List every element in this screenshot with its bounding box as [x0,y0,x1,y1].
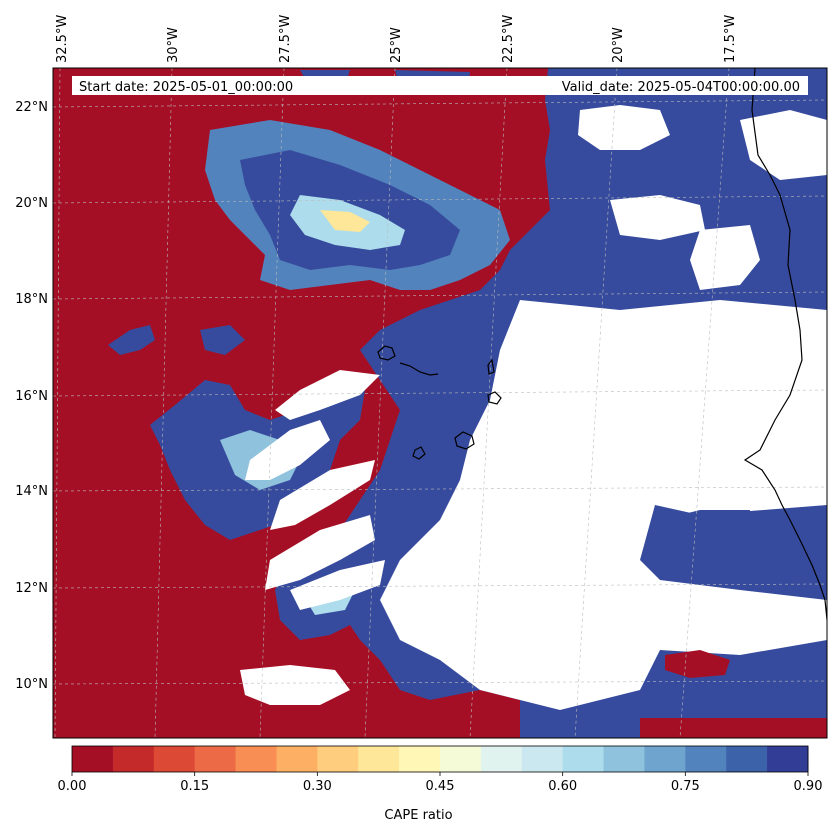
coastline [377,68,827,621]
cape-verde-island-3 [454,431,475,450]
lat-label: 14°N [15,484,48,499]
cape-band-south-red [640,718,827,738]
cape-verde-island-4 [412,446,426,460]
colorbar-segment [112,746,155,772]
colorbar-tick-label: 0.90 [794,779,823,794]
lon-label: 27.5°W [278,15,293,63]
lat-label: 18°N [15,292,48,307]
colorbar-title: CAPE ratio [384,808,453,823]
colorbar-segment [399,746,441,772]
map-plot-area [53,68,827,738]
cape-verde-island-2 [487,391,502,405]
colorbar-tick-label: 0.30 [303,779,332,794]
nodata-ne-patch-2 [610,195,705,240]
colorbar-segment [153,746,196,772]
nodata-ne-patch-3 [690,225,760,290]
colorbar-tick-label: 0.60 [548,779,577,794]
colorbar-segment [194,746,237,772]
lon-label: 25°W [389,27,404,63]
colorbar-tick-label: 0.75 [671,779,700,794]
cape-patch-se-blue [660,510,750,580]
colorbar-segment [603,746,645,772]
colorbar-segment [440,746,482,772]
colorbar-segment [685,746,727,772]
colorbar-segment [480,746,523,772]
date-info-box: Start date: 2025-05-01_00:00:00 Valid_da… [72,76,808,95]
lon-label: 32.5°W [55,15,70,63]
colorbar-segment [358,746,400,772]
colorbar-segment [317,746,359,772]
colorbar-segment [767,746,809,772]
colorbar-tick-label: 0.45 [426,779,455,794]
colorbar-segment [562,746,605,772]
cape-verde-island-1 [377,345,396,361]
colorbar-ticks: 0.00 0.15 0.30 0.45 0.60 0.75 0.90 [58,772,823,794]
start-date-text: Start date: 2025-05-01_00:00:00 [79,80,293,95]
gridlines [53,68,827,738]
date-info-background [72,76,808,95]
colorbar-tick-label: 0.00 [58,779,87,794]
map-frame [52,67,828,739]
colorbar-segment [521,746,564,772]
cape-blob-center-yellow [320,210,370,232]
colorbar-segment [644,746,686,772]
cape-patch-se [665,650,730,678]
africa-coastline [743,68,827,621]
lat-label: 12°N [15,581,48,596]
lon-label: 22.5°W [501,15,516,63]
cape-verde-island-6 [399,362,439,376]
colorbar-segment [72,746,114,772]
lat-label: 22°N [15,100,48,115]
nodata-arm-1 [275,370,380,420]
lon-label: 30°W [166,27,181,63]
colorbar-segment [726,746,768,772]
lat-label: 10°N [15,677,48,692]
colorbar-segment [235,746,277,772]
colorbar [71,745,809,773]
lon-label: 20°W [611,27,626,63]
lon-label: 17.5°W [723,15,738,63]
colorbar-segment [276,746,318,772]
cape-verde-island-5 [487,358,495,375]
nodata-south-west [240,665,350,705]
nodata-arm-4 [265,515,375,590]
cape-blob-northwest [108,325,155,355]
nodata-ne-patch-4 [740,110,827,180]
nodata-ne-patch-1 [578,105,670,150]
nodata-arm-2 [245,420,330,480]
lat-label: 20°N [15,196,48,211]
lon-labels: 32.5°W 30°W 27.5°W 25°W 22.5°W 20°W 17.5… [55,15,738,63]
nodata-arm-3 [270,460,375,530]
cape-blob-west-2 [200,325,245,355]
nodata-arm-5 [290,560,385,610]
lat-labels: 22°N 20°N 18°N 16°N 14°N 12°N 10°N [15,100,48,692]
colorbar-tick-label: 0.15 [180,779,209,794]
lat-label: 16°N [15,389,48,404]
valid-date-text: Valid_date: 2025-05-04T00:00:00.00 [562,80,800,95]
